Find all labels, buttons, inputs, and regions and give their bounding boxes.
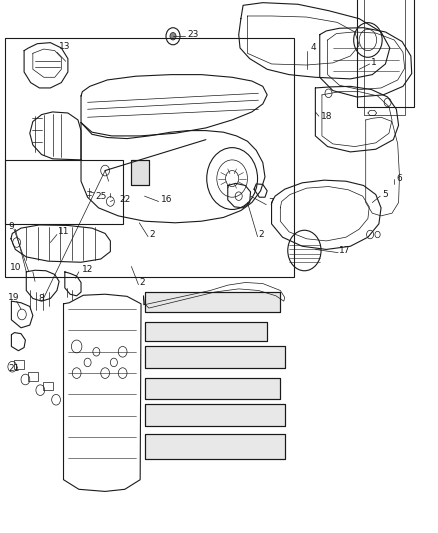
Text: 18: 18	[321, 112, 332, 120]
Text: 21: 21	[8, 365, 19, 373]
Text: 4: 4	[311, 44, 317, 52]
Text: 6: 6	[396, 174, 402, 183]
Text: 11: 11	[58, 228, 69, 236]
Bar	[28, 372, 38, 381]
Bar	[5, 160, 123, 224]
Text: 2: 2	[258, 230, 264, 239]
Text: 5: 5	[382, 190, 388, 199]
Bar	[131, 160, 149, 185]
Bar	[131, 160, 149, 185]
Bar	[145, 404, 285, 426]
Text: 19: 19	[8, 293, 19, 302]
Ellipse shape	[170, 33, 176, 40]
Bar	[145, 434, 285, 459]
Bar	[364, 0, 405, 115]
Text: 2: 2	[149, 230, 155, 239]
Bar	[145, 378, 280, 399]
Bar	[43, 382, 53, 390]
Text: 2: 2	[139, 278, 145, 287]
Bar	[145, 346, 285, 368]
Text: 1: 1	[371, 59, 377, 67]
Text: 12: 12	[82, 265, 94, 273]
Text: 23: 23	[187, 30, 198, 39]
Bar	[357, 0, 414, 107]
Text: 9: 9	[8, 222, 14, 231]
Text: 25: 25	[95, 192, 107, 200]
Text: 22: 22	[119, 195, 131, 204]
Bar	[145, 404, 285, 426]
Text: 13: 13	[59, 43, 71, 51]
Text: 17: 17	[339, 246, 351, 255]
Bar	[5, 38, 294, 277]
Bar	[145, 378, 280, 399]
Bar	[145, 322, 267, 341]
Bar	[14, 360, 24, 369]
Bar	[145, 292, 280, 312]
Bar	[145, 322, 267, 341]
Text: 8: 8	[39, 294, 44, 303]
Text: 16: 16	[161, 196, 173, 204]
Bar	[145, 292, 280, 312]
Text: 10: 10	[10, 263, 21, 272]
Text: 7: 7	[268, 198, 274, 207]
Bar	[145, 434, 285, 459]
Bar	[145, 346, 285, 368]
